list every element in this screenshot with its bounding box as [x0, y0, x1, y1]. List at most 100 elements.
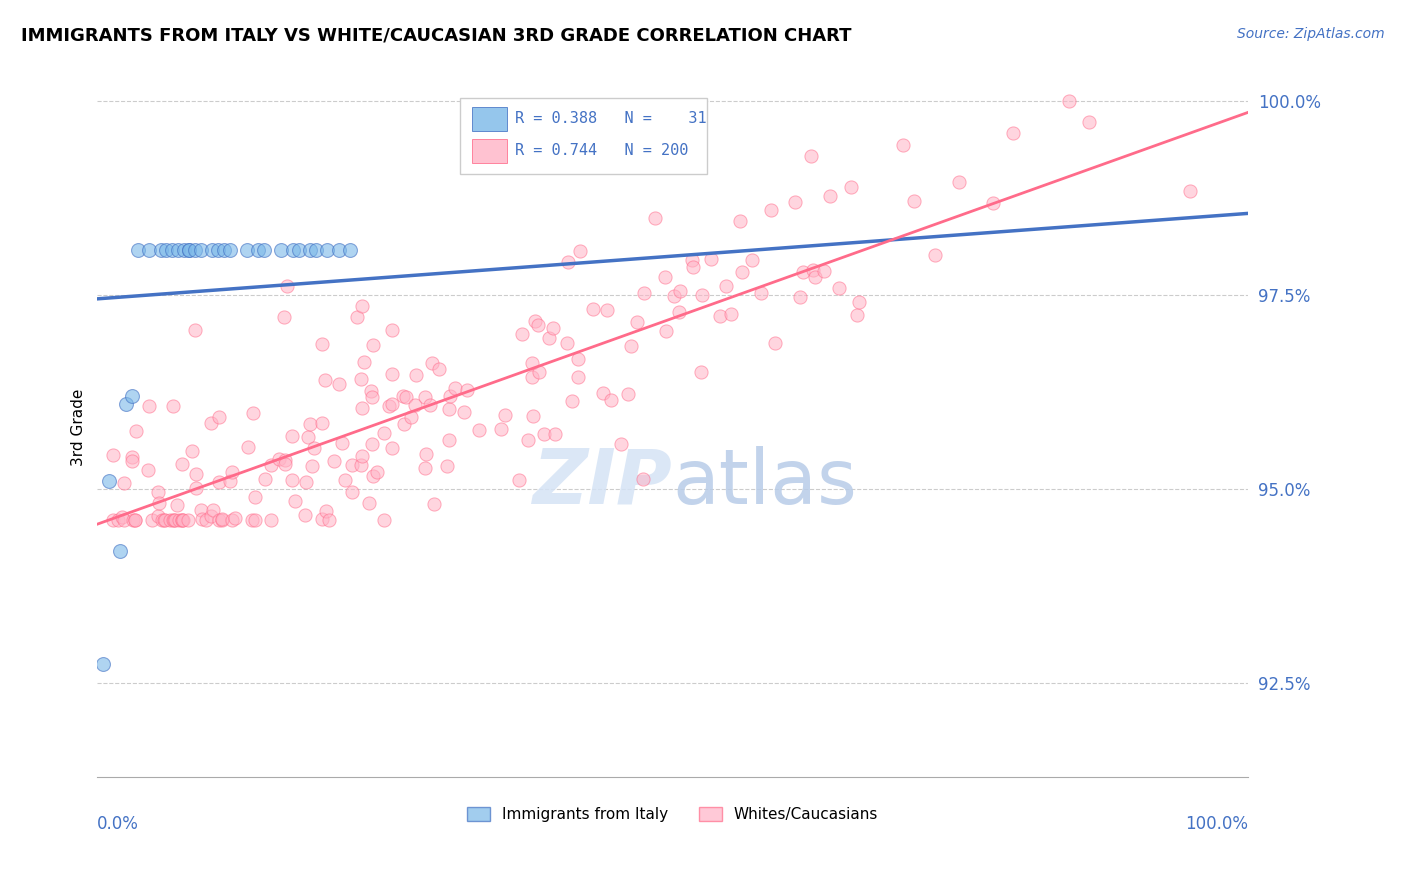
- Point: [340, 485, 363, 500]
- Point: [149, 243, 172, 257]
- Point: [456, 383, 478, 397]
- Point: [346, 310, 368, 324]
- Point: [280, 474, 302, 488]
- Text: R = 0.388   N =    31: R = 0.388 N = 31: [515, 112, 707, 126]
- Point: [419, 398, 441, 412]
- Point: [201, 243, 224, 257]
- Point: [690, 365, 713, 379]
- Point: [186, 481, 208, 495]
- Point: [765, 335, 787, 350]
- Point: [163, 513, 186, 527]
- Point: [177, 513, 200, 527]
- Point: [208, 410, 231, 425]
- Point: [159, 513, 181, 527]
- Point: [1180, 184, 1202, 198]
- Point: [360, 437, 382, 451]
- Point: [305, 243, 328, 257]
- Point: [169, 513, 191, 527]
- Point: [340, 458, 363, 472]
- Point: [219, 475, 242, 489]
- Point: [423, 497, 446, 511]
- Point: [295, 475, 318, 489]
- Point: [520, 370, 543, 384]
- Point: [533, 426, 555, 441]
- Point: [281, 243, 304, 257]
- Point: [302, 441, 325, 455]
- Point: [392, 389, 415, 403]
- Point: [183, 323, 205, 337]
- Point: [112, 476, 135, 491]
- Point: [238, 440, 260, 454]
- Point: [153, 513, 176, 527]
- Point: [221, 513, 243, 527]
- Point: [110, 544, 132, 558]
- Point: [731, 265, 754, 279]
- Point: [269, 452, 291, 467]
- Point: [523, 313, 546, 327]
- Point: [350, 450, 373, 464]
- Point: [253, 243, 276, 257]
- Point: [633, 286, 655, 301]
- Point: [155, 243, 177, 257]
- Point: [315, 504, 337, 518]
- Point: [527, 318, 550, 333]
- Point: [489, 422, 512, 436]
- Point: [148, 496, 170, 510]
- Point: [333, 473, 356, 487]
- Point: [813, 264, 835, 278]
- Point: [208, 513, 231, 527]
- Point: [184, 243, 207, 257]
- Point: [179, 243, 201, 257]
- Point: [350, 458, 373, 473]
- Point: [682, 260, 704, 274]
- Point: [699, 252, 721, 266]
- Point: [273, 310, 295, 325]
- Text: ZIP: ZIP: [533, 446, 672, 520]
- Point: [1078, 115, 1101, 129]
- Point: [983, 196, 1005, 211]
- Point: [692, 288, 714, 302]
- Point: [301, 458, 323, 473]
- Point: [353, 354, 375, 368]
- Point: [592, 386, 614, 401]
- Point: [804, 269, 827, 284]
- Point: [111, 510, 134, 524]
- Point: [138, 243, 160, 257]
- Point: [218, 243, 240, 257]
- Point: [366, 465, 388, 479]
- Point: [662, 289, 685, 303]
- Point: [311, 512, 333, 526]
- Point: [820, 189, 842, 203]
- Point: [97, 475, 120, 489]
- Point: [785, 195, 807, 210]
- Point: [527, 365, 550, 379]
- Point: [381, 397, 404, 411]
- Point: [101, 448, 124, 462]
- Point: [318, 513, 340, 527]
- Point: [436, 458, 458, 473]
- Point: [377, 400, 399, 414]
- Point: [828, 281, 851, 295]
- Point: [792, 265, 814, 279]
- Point: [253, 472, 276, 486]
- Point: [381, 368, 404, 382]
- Point: [146, 508, 169, 523]
- Point: [437, 402, 460, 417]
- FancyBboxPatch shape: [460, 98, 707, 174]
- Point: [361, 338, 384, 352]
- Point: [124, 513, 146, 527]
- Point: [381, 323, 404, 337]
- Point: [401, 410, 423, 425]
- Point: [800, 148, 823, 162]
- Point: [848, 295, 870, 310]
- Point: [170, 513, 193, 527]
- Point: [541, 321, 564, 335]
- Point: [395, 390, 418, 404]
- Point: [610, 437, 633, 451]
- Point: [352, 299, 374, 313]
- Text: 100.0%: 100.0%: [1185, 815, 1249, 833]
- Point: [299, 243, 322, 257]
- Point: [522, 409, 544, 423]
- Point: [162, 399, 184, 413]
- Point: [150, 513, 173, 527]
